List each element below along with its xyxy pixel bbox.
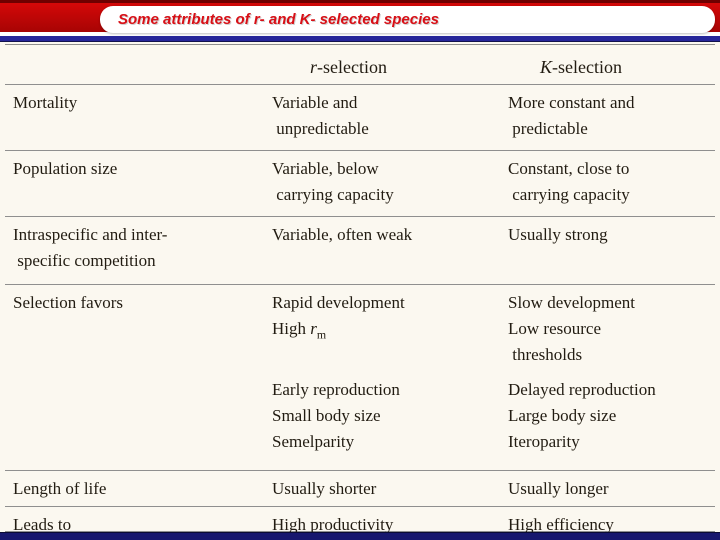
banner-gap: [0, 32, 720, 36]
title-box: Some attributes of r- and K- selected sp…: [100, 6, 715, 33]
r-selection-cell: Early reproduction Small body size Semel…: [272, 380, 400, 451]
header-k-italic: K: [540, 57, 553, 77]
header-r-italic: r: [310, 57, 318, 77]
divider-band: [0, 36, 720, 42]
table-row-length-of-life: Length of life Usually shorter Usually l…: [5, 470, 715, 506]
table-row-selection-favors-cont: Early reproduction Small body size Semel…: [5, 372, 715, 470]
r-cell-line1: Rapid development: [272, 293, 405, 312]
row-label: Intraspecific and inter- specific compet…: [13, 225, 168, 270]
attributes-table: r-selection K-selection Mortality Variab…: [0, 42, 720, 534]
slide-title: Some attributes of r- and K- selected sp…: [118, 11, 439, 28]
r-selection-cell: Rapid development High rm: [264, 285, 500, 372]
header-k-rest: -selection: [552, 57, 622, 77]
bottom-bar: [0, 532, 720, 540]
table-row-leads-to: Leads to High productivity High efficien…: [5, 506, 715, 534]
r-selection-cell: Usually shorter: [272, 479, 377, 498]
r-cell-subscript: m: [316, 327, 327, 342]
column-header-k-selection: K-selection: [500, 45, 715, 84]
row-label: [5, 372, 264, 470]
row-label: Mortality: [13, 93, 78, 112]
table-row-selection-favors: Selection favors Rapid development High r…: [5, 284, 715, 372]
row-label: Length of life: [13, 479, 107, 498]
r-cell-line2-prefix: High: [272, 319, 311, 338]
table-row-competition: Intraspecific and inter- specific compet…: [5, 216, 715, 284]
k-selection-cell: More constant and predictable: [508, 93, 635, 138]
header-empty-cell: [5, 45, 264, 84]
row-label: Leads to: [13, 515, 72, 534]
k-selection-cell: Slow development Low resource thresholds: [508, 293, 636, 364]
r-selection-cell: Variable and unpredictable: [272, 93, 369, 138]
table-row-mortality: Mortality Variable and unpredictable Mor…: [5, 84, 715, 150]
table-row-population-size: Population size Variable, below carrying…: [5, 150, 715, 216]
k-selection-cell: Usually longer: [508, 479, 609, 498]
row-label: Selection favors: [13, 293, 123, 312]
r-cell-variable: r: [310, 319, 317, 338]
k-selection-cell: Usually strong: [508, 225, 608, 244]
r-selection-cell: Variable, below carrying capacity: [272, 159, 394, 204]
header-r-rest: -selection: [317, 57, 387, 77]
k-selection-cell: Delayed reproduction Large body size Ite…: [508, 380, 656, 451]
k-selection-cell: High efficiency: [508, 515, 614, 534]
column-header-r-selection: r-selection: [264, 45, 500, 84]
title-banner: Some attributes of r- and K- selected sp…: [0, 0, 720, 33]
row-label: Population size: [13, 159, 118, 178]
r-selection-cell: High productivity: [272, 515, 394, 534]
table-header-row: r-selection K-selection: [5, 44, 715, 84]
r-selection-cell: Variable, often weak: [272, 225, 413, 244]
k-selection-cell: Constant, close to carrying capacity: [508, 159, 630, 204]
